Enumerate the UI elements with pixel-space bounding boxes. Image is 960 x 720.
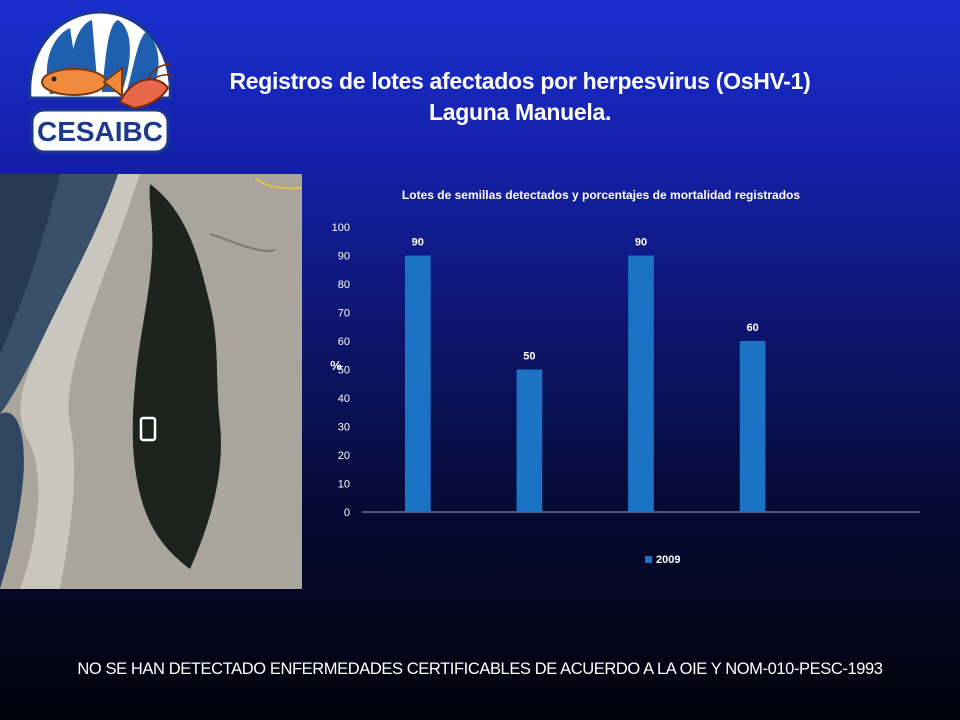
bar [739,341,766,512]
bar-data-label: 90 [412,237,424,249]
title-line-1: Registros de lotes afectados por herpesv… [229,68,811,94]
y-tick-label: 80 [338,279,350,291]
y-tick-label: 60 [338,336,350,348]
y-tick-label: 70 [338,308,350,320]
y-tick-label: 90 [338,251,350,263]
mortality-bar-chart: Lotes de semillas detectados y porcentaj… [330,188,920,566]
y-axis-ticks: 0 10 20 30 40 50 60 70 80 90 100 [332,222,350,519]
bar [404,255,431,512]
page-title: Registros de lotes afectados por herpesv… [180,66,860,128]
bar-data-label: 90 [635,237,647,249]
chart-title: Lotes de semillas detectados y porcentaj… [402,188,800,202]
y-tick-label: 50 [338,365,350,377]
bar [516,369,543,512]
bar [628,255,654,512]
y-axis-label: % [330,358,342,373]
bar-data-label: 60 [746,322,758,334]
legend: 2009 [645,554,680,566]
y-tick-label: 30 [338,422,350,434]
y-tick-label: 0 [344,507,350,519]
logo-shrimp-icon [118,63,175,110]
logo-fish-icon [41,65,123,99]
title-line-2: Laguna Manuela. [428,99,612,125]
bar-data-label: 50 [523,351,535,363]
y-tick-label: 40 [338,393,350,405]
legend-swatch-2009 [645,556,652,563]
shell-fish-shrimp-logo: CESAIBC [28,10,175,154]
legend-label-2009: 2009 [656,554,680,566]
y-tick-label: 10 [338,479,350,491]
logo-text: CESAIBC [37,116,163,147]
location-marker-icon [139,416,157,442]
y-tick-label: 20 [338,450,350,462]
footer-note: NO SE HAN DETECTADO ENFERMEDADES CERTIFI… [77,660,883,678]
satellite-map-laguna-manuela [0,174,302,589]
bars-group [404,255,766,512]
y-tick-label: 100 [332,222,350,234]
data-labels-group: 90 50 90 60 [412,237,759,363]
